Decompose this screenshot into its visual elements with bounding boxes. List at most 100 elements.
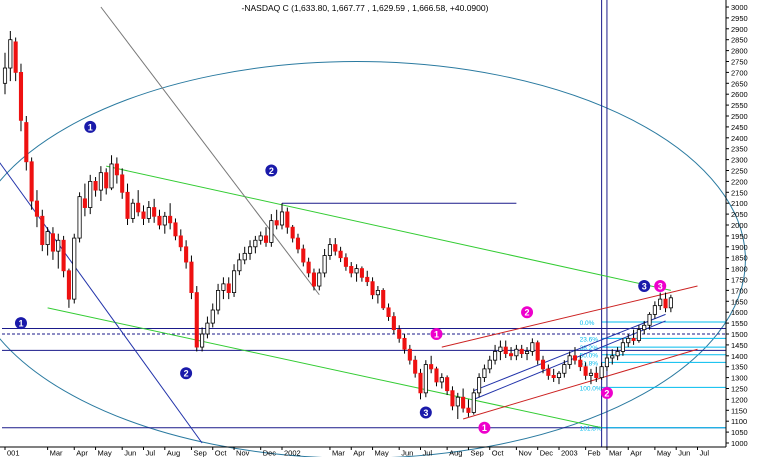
candle-124 bbox=[663, 292, 668, 313]
x-tick-label-23: Feb bbox=[588, 449, 601, 458]
candle-body-down bbox=[445, 377, 450, 392]
x-tick-label-2: Apr bbox=[76, 449, 88, 458]
x-tick-label-0: 001 bbox=[7, 449, 20, 458]
candle-body-up bbox=[514, 348, 519, 357]
candle-body-up bbox=[45, 231, 50, 246]
candle-body-down bbox=[359, 268, 364, 278]
candle-42 bbox=[226, 277, 231, 300]
candle-95 bbox=[509, 347, 514, 361]
wave-marker-1 bbox=[265, 164, 278, 177]
candle-body-up bbox=[562, 364, 567, 374]
candles-layer bbox=[2, 30, 673, 420]
candle-body-down bbox=[50, 233, 55, 252]
candle-66 bbox=[354, 264, 359, 282]
y-tick-label-11: 1550 bbox=[731, 319, 748, 328]
candle-body-down bbox=[301, 248, 306, 263]
x-tick-label-20: Nov bbox=[518, 449, 532, 458]
candle-body-down bbox=[349, 266, 354, 274]
trend-line-7 bbox=[441, 285, 698, 348]
candle-30 bbox=[162, 211, 167, 234]
x-tick-label-27: Jun bbox=[678, 449, 690, 458]
candle-body-up bbox=[327, 244, 332, 256]
candle-62 bbox=[333, 238, 338, 256]
y-tick-label-38: 2900 bbox=[731, 25, 748, 34]
candle-body-up bbox=[269, 220, 274, 243]
candle-body-down bbox=[386, 307, 391, 317]
x-tick-label-5: Jul bbox=[146, 449, 156, 458]
candle-body-down bbox=[461, 396, 466, 409]
y-tick-label-5: 1250 bbox=[731, 385, 748, 394]
candle-110 bbox=[588, 368, 594, 385]
candle-35 bbox=[189, 255, 194, 300]
candle-body-up bbox=[652, 305, 657, 315]
candle-28 bbox=[152, 198, 157, 223]
candle-body-down bbox=[18, 72, 24, 121]
candle-body-down bbox=[152, 207, 157, 217]
y-tick-label-22: 2100 bbox=[731, 199, 748, 208]
y-tick-label-39: 2950 bbox=[731, 14, 748, 23]
candle-47 bbox=[253, 235, 258, 254]
fib-label-6: 161.8% bbox=[580, 426, 602, 433]
y-tick-label-30: 2500 bbox=[731, 112, 748, 121]
wave-label-6: 2 bbox=[525, 308, 530, 318]
candle-body-down bbox=[125, 191, 130, 219]
candle-104 bbox=[556, 371, 562, 385]
candle-76 bbox=[407, 344, 412, 365]
candle-2 bbox=[13, 37, 18, 82]
candle-9 bbox=[50, 227, 55, 260]
candle-22 bbox=[120, 168, 125, 199]
candle-body-down bbox=[157, 215, 162, 226]
candle-body-down bbox=[173, 222, 178, 237]
overlay-lines-layer: 0.0% 23.6% 38.2%50.0%61.8% 100.0% 161.8% bbox=[0, 0, 746, 459]
candle-102 bbox=[546, 364, 551, 380]
candle-body-down bbox=[274, 220, 279, 226]
wave-label-2: 1 bbox=[18, 319, 23, 329]
y-tick-label-36: 2800 bbox=[731, 47, 748, 56]
candle-105 bbox=[562, 360, 567, 378]
candle-103 bbox=[551, 368, 556, 382]
candle-23 bbox=[125, 183, 130, 225]
candle-106 bbox=[567, 351, 572, 369]
candle-body-down bbox=[466, 407, 471, 413]
candle-94 bbox=[503, 340, 508, 358]
candle-body-down bbox=[429, 364, 434, 370]
y-tick-label-25: 2250 bbox=[731, 167, 748, 176]
candle-125 bbox=[668, 294, 673, 313]
candle-14 bbox=[77, 192, 82, 243]
candle-115 bbox=[615, 347, 620, 361]
y-tick-label-35: 2750 bbox=[731, 58, 748, 67]
candle-92 bbox=[493, 344, 498, 365]
candle-body-up bbox=[8, 39, 13, 69]
wave-label-5: 1 bbox=[434, 330, 439, 340]
candle-59 bbox=[317, 268, 322, 291]
candle-body-down bbox=[535, 342, 540, 361]
candle-67 bbox=[359, 266, 364, 282]
candle-body-down bbox=[178, 235, 183, 248]
candle-body-down bbox=[407, 348, 412, 361]
candle-26 bbox=[141, 205, 146, 225]
candle-101 bbox=[540, 355, 546, 374]
y-tick-label-12: 1600 bbox=[731, 308, 748, 317]
candle-body-up bbox=[599, 366, 604, 379]
candle-body-down bbox=[594, 372, 599, 378]
candle-body-up bbox=[216, 289, 221, 311]
candle-body-down bbox=[631, 337, 636, 341]
trend-line-0 bbox=[106, 165, 671, 291]
y-tick-label-1: 1050 bbox=[731, 428, 748, 437]
candle-16 bbox=[88, 174, 93, 215]
candle-body-up bbox=[482, 368, 487, 379]
candle-body-up bbox=[322, 255, 327, 274]
y-tick-label-20: 2000 bbox=[731, 221, 748, 230]
wave-marker-4 bbox=[419, 406, 432, 419]
candle-114 bbox=[610, 349, 615, 365]
candle-body-up bbox=[439, 377, 444, 383]
x-tick-label-1: Mar bbox=[50, 449, 63, 458]
candle-20 bbox=[109, 155, 114, 191]
candle-body-up bbox=[2, 67, 8, 84]
candle-27 bbox=[146, 201, 151, 223]
candle-84 bbox=[450, 386, 455, 411]
candle-17 bbox=[93, 177, 98, 197]
x-tick-label-12: Mar bbox=[332, 449, 345, 458]
candle-body-down bbox=[418, 372, 423, 394]
